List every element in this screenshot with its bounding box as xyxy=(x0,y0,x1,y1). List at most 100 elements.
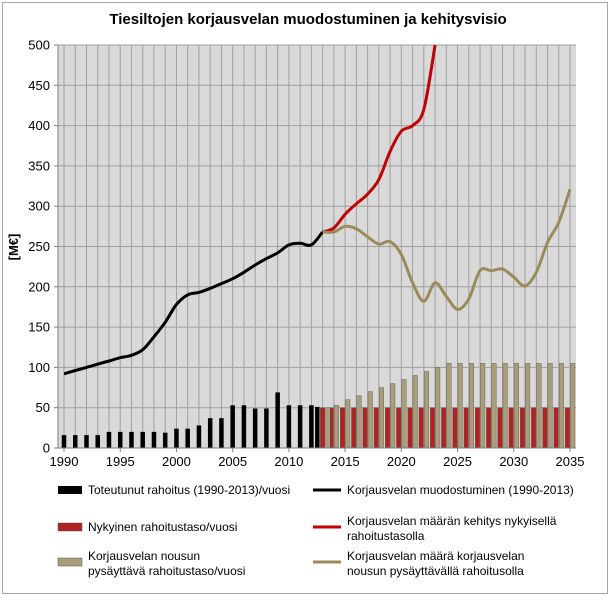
legend-swatch-5 xyxy=(57,557,83,567)
bar-2 xyxy=(340,407,345,449)
bar-2 xyxy=(384,407,390,449)
bar-3 xyxy=(379,387,384,449)
bar-3 xyxy=(435,367,441,449)
x-tick-label: 1995 xyxy=(106,454,135,469)
bar-2 xyxy=(362,407,368,449)
y-tick-label: 150 xyxy=(28,320,50,335)
y-tick-label: 100 xyxy=(28,360,50,375)
legend-swatch-1 xyxy=(58,486,82,494)
bar-2 xyxy=(320,407,326,449)
bar-1 xyxy=(286,405,292,448)
bar-3 xyxy=(390,383,396,449)
bar-2 xyxy=(452,407,458,449)
x-tick-label: 2025 xyxy=(443,454,472,469)
bar-3 xyxy=(401,379,407,449)
bar-1 xyxy=(72,435,78,448)
legend-label-4: rahoitustasolla xyxy=(347,529,425,543)
bar-3 xyxy=(446,363,452,449)
bar-1 xyxy=(174,428,179,448)
legend-label-3: Nykyinen rahoitustaso/vuosi xyxy=(88,520,237,534)
bar-1 xyxy=(297,405,303,448)
bar-1 xyxy=(252,408,258,448)
bar-1 xyxy=(162,432,168,448)
bar-2 xyxy=(508,407,514,449)
bar-2 xyxy=(441,407,447,449)
y-tick-label: 50 xyxy=(36,400,50,415)
bar-2 xyxy=(474,407,480,449)
bar-2 xyxy=(531,407,537,449)
bar-1 xyxy=(196,425,202,448)
bar-2 xyxy=(542,407,548,449)
bar-3 xyxy=(469,363,474,449)
legend-label-4: Korjausvelan määrän kehitys nykyisellä xyxy=(347,514,557,528)
bar-1 xyxy=(230,405,235,448)
bar-2 xyxy=(519,407,525,449)
y-tick-label: 250 xyxy=(28,239,50,254)
bar-3 xyxy=(513,363,519,449)
bar-3 xyxy=(525,363,531,449)
y-tick-label: 350 xyxy=(28,158,50,173)
legend-label-1: Toteutunut rahoitus (1990-2013)/vuosi xyxy=(88,483,290,497)
bar-3 xyxy=(558,363,564,449)
bar-1 xyxy=(309,405,314,448)
x-tick-label: 2015 xyxy=(331,454,360,469)
bar-2 xyxy=(486,407,492,449)
bar-1 xyxy=(106,431,112,448)
line-series-2 xyxy=(322,44,437,234)
bar-1 xyxy=(61,435,67,448)
bar-3 xyxy=(547,363,553,449)
legend-label-6: nousun pysäyttävällä rahoitusolla xyxy=(347,564,524,578)
bar-2 xyxy=(564,407,570,449)
bar-1 xyxy=(117,431,123,448)
bar-3 xyxy=(334,405,339,449)
bar-3 xyxy=(480,363,486,449)
legend: Toteutunut rahoitus (1990-2013)/vuosi Kor… xyxy=(57,483,574,578)
y-tick-label: 300 xyxy=(28,199,50,214)
bar-3 xyxy=(570,363,576,449)
bar-1 xyxy=(275,392,280,448)
y-tick-label: 450 xyxy=(28,78,50,93)
bar-1 xyxy=(185,428,190,448)
line-series-1 xyxy=(63,230,324,376)
bar-2 xyxy=(396,407,402,449)
bar-3 xyxy=(457,363,463,449)
y-tick-label: 0 xyxy=(43,441,50,456)
line-series-3 xyxy=(322,188,572,311)
bar-2 xyxy=(429,407,435,449)
bar-1 xyxy=(241,405,247,448)
bar-2 xyxy=(407,407,413,449)
bar-3 xyxy=(424,371,429,449)
lines xyxy=(63,44,572,376)
bar-1 xyxy=(219,418,224,448)
bar-2 xyxy=(373,407,379,449)
bar-2 xyxy=(463,407,469,449)
legend-swatch-3 xyxy=(57,522,83,532)
legend-label-2: Korjausvelan muodostuminen (1990-2013) xyxy=(347,483,574,497)
x-tick-label: 1990 xyxy=(50,454,79,469)
legend-label-6: Korjausvelan määrä korjausvelan xyxy=(347,549,524,563)
bar-1 xyxy=(207,418,213,448)
legend-label-5: Korjausvelan nousun xyxy=(88,549,200,563)
x-tick-label: 2020 xyxy=(387,454,416,469)
bar-3 xyxy=(536,363,542,449)
bar-2 xyxy=(351,407,357,449)
axes: 0 50 100 150 200 250 300 350 400 450 500 1990 1995 20… xyxy=(28,38,584,470)
bar-2 xyxy=(497,407,503,449)
y-axis-label: [M€] xyxy=(6,234,21,261)
bar-1 xyxy=(315,406,320,448)
bar-3 xyxy=(502,363,508,449)
bar-1 xyxy=(84,435,89,448)
bar-1 xyxy=(129,431,134,448)
y-tick-label: 400 xyxy=(28,118,50,133)
bar-3 xyxy=(356,395,362,449)
bar-2 xyxy=(553,407,559,449)
x-tick-label: 2030 xyxy=(499,454,528,469)
bar-3 xyxy=(491,363,497,449)
chart-title: Tiesiltojen korjausvelan muodostuminen j… xyxy=(109,11,506,28)
y-tick-label: 500 xyxy=(28,38,50,53)
bar-3 xyxy=(345,399,351,449)
legend-label-5: pysäyttävä rahoitustaso/vuosi xyxy=(88,564,245,578)
bar-1 xyxy=(140,431,145,448)
bar-3 xyxy=(367,391,373,449)
